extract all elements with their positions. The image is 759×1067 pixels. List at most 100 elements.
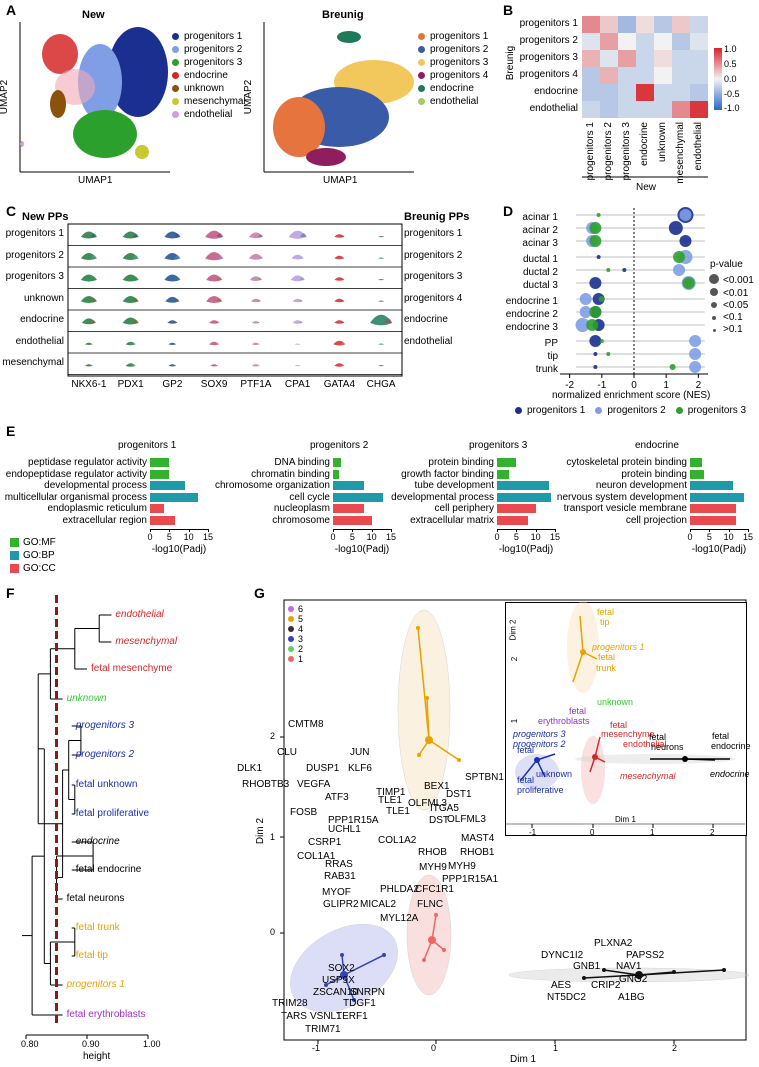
gene-point — [352, 998, 356, 1002]
gene-label: RHOB1 — [460, 847, 495, 858]
gene-point — [722, 968, 726, 972]
violin-shape — [334, 255, 345, 260]
violin-shape — [80, 274, 97, 282]
gsea-dot — [589, 222, 602, 234]
heatmap-col-label: progenitors 3 — [621, 122, 632, 181]
gene-label: TARS — [281, 1011, 307, 1022]
heatmap-cell — [690, 50, 708, 67]
gene-point — [340, 953, 344, 957]
gene-point — [434, 913, 438, 917]
dendro-leaf-label: fetal erythroblasts — [66, 1009, 146, 1020]
gene-label: RAB31 — [324, 871, 356, 882]
go-tick-label: 10 — [723, 532, 734, 542]
violin-shape — [91, 255, 97, 259]
gene-point — [422, 958, 426, 962]
cluster-legend-item: 5 — [288, 614, 303, 624]
heatmap-cell — [636, 67, 654, 84]
gsea-dot — [689, 348, 702, 360]
violin-shape — [133, 276, 139, 280]
legend-item: endocrine — [172, 69, 246, 82]
violin-shape — [174, 276, 181, 280]
legend-item: endocrine — [418, 82, 488, 95]
heatmap-cell — [636, 50, 654, 67]
gene-point — [582, 976, 586, 980]
dendro-xtick: 0.80 — [21, 1039, 39, 1049]
heatmap-cell — [654, 84, 672, 101]
violin-shape — [257, 321, 260, 323]
violin-shape — [215, 364, 219, 366]
violin-shape — [340, 321, 345, 323]
violin-shape — [216, 233, 224, 237]
inset-label: mesenchymal — [620, 771, 676, 781]
heatmap-col-label: progenitors 2 — [603, 122, 614, 181]
violin-gene-label: CHGA — [366, 379, 396, 390]
inset-label: fetal — [610, 720, 628, 730]
gene-label: PHLDA2 — [380, 884, 419, 895]
go-tick-label: 5 — [166, 532, 172, 542]
gene-label: COL1A2 — [378, 835, 417, 846]
violin-shape — [174, 233, 181, 237]
violin-shape — [382, 343, 385, 345]
gsea-dot — [596, 255, 601, 259]
pvalue-item: <0.05 — [708, 300, 754, 312]
violin-shape — [167, 320, 178, 324]
violin-shape — [215, 321, 220, 323]
inset-centroid — [580, 649, 586, 655]
gene-point — [602, 968, 606, 972]
gene-point — [382, 953, 386, 957]
inset-label: endocrine — [711, 741, 751, 751]
violin-shape — [251, 342, 260, 345]
violin-shape — [384, 318, 393, 323]
go-xlabel: -log10(Padj) — [691, 544, 747, 555]
umap-new-ylabel: UMAP2 — [0, 79, 11, 115]
dendro-leaf-label: progenitors 1 — [66, 979, 125, 990]
gene-label: TLE1 — [378, 795, 402, 806]
heatmap-cell — [654, 101, 672, 118]
violin-shape — [168, 342, 177, 345]
dendro-leaf-label: endocrine — [75, 836, 120, 847]
go-tick — [690, 529, 691, 532]
dendro-xlabel: height — [83, 1051, 111, 1062]
violin-shape — [91, 276, 97, 280]
go-tick — [371, 529, 373, 532]
gsea-dot — [679, 235, 692, 247]
inset-xtick: 2 — [710, 828, 715, 837]
inset-centroid — [682, 756, 688, 762]
heatmap-col-label: endocrine — [639, 122, 650, 166]
violin-shape — [125, 341, 136, 346]
gsea-xtick: 1 — [663, 380, 669, 391]
violin-shape — [80, 253, 97, 261]
legend-item: progenitors 4 — [418, 69, 488, 82]
dendro-leaf-label: fetal neurons — [66, 893, 125, 904]
gsea-dot — [689, 335, 702, 347]
panel-label-a: A — [6, 2, 17, 18]
dendro-leaf-label: progenitors 2 — [75, 749, 135, 760]
go-tick — [748, 529, 749, 532]
go-term-label: developmental process — [44, 480, 147, 492]
inset-label: fetal — [649, 732, 667, 742]
pca-xtick: 1 — [553, 1043, 559, 1053]
gsea-row-label: endocrine 3 — [505, 322, 558, 333]
heatmap-cell — [672, 16, 690, 33]
gsea-dot — [575, 318, 590, 332]
gene-label: PPP1R15A1 — [442, 874, 499, 885]
violin-shape — [292, 320, 303, 324]
pca-ytick: 0 — [270, 927, 276, 937]
heatmap-cell — [600, 50, 618, 67]
go-tick-label: 15 — [385, 532, 397, 542]
violin-shape — [382, 236, 385, 237]
gene-label: PAPSS2 — [626, 950, 665, 961]
pca-ylabel: Dim 2 — [255, 817, 267, 845]
gene-point — [417, 753, 421, 757]
violin-shape — [257, 234, 263, 237]
go-term-label: extracellular matrix — [410, 515, 494, 526]
gsea-dot — [589, 235, 602, 247]
violin-shape — [216, 276, 223, 280]
gsea-dot — [596, 213, 601, 217]
violin-shape — [292, 298, 303, 303]
violin-shape — [206, 296, 223, 304]
violin-right-label: progenitors 2 — [404, 249, 463, 261]
inset-label: trunk — [596, 663, 617, 673]
heatmap-cell — [618, 16, 636, 33]
go-bar — [150, 504, 164, 514]
